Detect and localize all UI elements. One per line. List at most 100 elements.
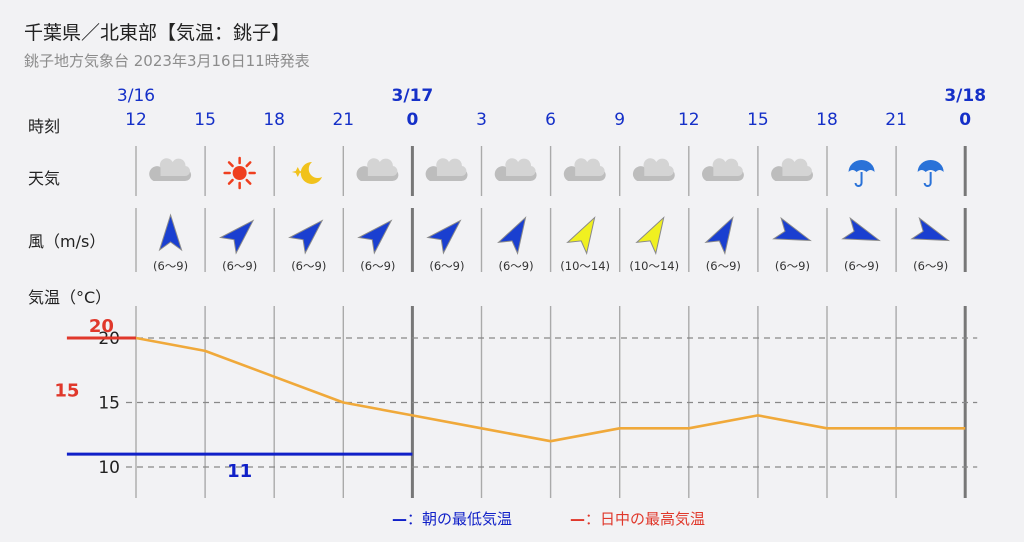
sun-ray	[245, 161, 252, 168]
hour-label: 0	[959, 110, 972, 130]
y-tick-label: 10	[98, 458, 120, 478]
wind-arrow-shape	[158, 213, 183, 252]
cloud-shape	[632, 160, 675, 182]
cloud-highlight	[436, 158, 467, 177]
wind-arrow-shape	[841, 216, 881, 242]
date-label-3-18: 3/18	[944, 86, 987, 106]
wind-speed-label: (6～9)	[843, 259, 880, 273]
umbrella-canopy	[917, 160, 944, 172]
wind-arrow-icon	[158, 213, 183, 252]
min-temp-segment-label: 11	[227, 461, 252, 482]
wind-speed-label: (6～9)	[152, 259, 189, 273]
wind-speed-label: (6～9)	[913, 259, 949, 273]
cloudy-icon	[494, 158, 537, 182]
cloud-highlight	[643, 158, 674, 177]
cloud-shape	[149, 160, 192, 182]
temperature-line	[135, 336, 966, 443]
cloud-highlight	[781, 158, 812, 177]
wind-arrow-icon	[772, 216, 812, 242]
cloudy-icon	[356, 158, 399, 182]
hour-label: 6	[545, 110, 557, 130]
wind-arrow-icon	[497, 216, 527, 255]
time-row-label: 時刻	[28, 117, 61, 136]
wind-arrow-icon	[635, 216, 665, 255]
weather-icons	[149, 156, 944, 190]
wind-arrow-shape	[704, 216, 734, 255]
hour-label: 12	[125, 110, 147, 130]
umbrella-canopy	[848, 160, 875, 172]
hour-label: 21	[885, 110, 907, 130]
cloud-shape	[563, 160, 606, 182]
sun-core	[232, 166, 247, 180]
cloud-shape	[356, 160, 399, 182]
wind-arrows	[158, 213, 951, 255]
date-label-3-17: 3/17	[391, 86, 434, 106]
cloud-highlight	[574, 158, 605, 177]
cloud-shape	[494, 160, 537, 182]
cloud-highlight	[712, 158, 743, 177]
hour-label: 15	[194, 110, 216, 130]
y-tick-label: 15	[98, 394, 120, 414]
temperature-row-label: 気温（°C）	[28, 288, 112, 307]
sun-ray	[245, 178, 252, 185]
column-lines	[135, 146, 967, 498]
wind-arrow-shape	[497, 216, 527, 255]
wind-arrow-shape	[635, 216, 665, 255]
legend-min-temp: —：朝の最低気温	[392, 508, 512, 529]
moon-cutout	[308, 160, 327, 178]
hour-label: 21	[332, 110, 355, 130]
wind-arrow-icon	[704, 216, 734, 255]
moon-icon	[291, 160, 327, 184]
wind-arrow-icon	[426, 219, 462, 255]
legend-max-temp: —：日中の最高気温	[570, 508, 705, 529]
weather-row-label: 天気	[28, 169, 61, 188]
hour-label: 9	[614, 110, 626, 130]
sun-ray	[227, 178, 234, 185]
legend-min-dash: —	[392, 510, 407, 528]
cloud-highlight	[505, 158, 536, 177]
cloud-shape	[425, 160, 468, 182]
wind-arrow-icon	[218, 219, 255, 255]
hour-label: 18	[816, 110, 838, 130]
cloud-highlight	[367, 158, 398, 177]
wind-arrow-shape	[218, 219, 255, 255]
wind-arrow-shape	[288, 219, 324, 255]
wind-arrow-shape	[566, 216, 596, 255]
cloud-shape	[702, 160, 744, 182]
cloudy-icon	[702, 158, 744, 182]
hour-label: 3	[476, 110, 487, 130]
page-title: 千葉県／北東部【気温：銚子】	[24, 22, 291, 44]
umbrella-icon	[848, 160, 875, 187]
legend-max-label: ：日中の最高気温	[585, 510, 706, 528]
cloudy-icon	[632, 158, 675, 182]
wind-speed-label: (6～9)	[291, 259, 327, 273]
umbrella-icon	[917, 160, 944, 187]
wind-speed-label: (6～9)	[498, 259, 534, 273]
wind-speed-label: (6～9)	[705, 259, 741, 273]
cloud-shape	[771, 160, 813, 182]
cloudy-icon	[771, 158, 813, 182]
max-temp-segment-label: 20	[89, 316, 114, 337]
hour-label: 12	[677, 110, 700, 130]
wind-arrow-shape	[910, 216, 951, 242]
sunny-icon	[223, 156, 256, 190]
wind-arrow-icon	[357, 219, 393, 255]
moon-star	[291, 167, 304, 177]
legend-min-label: ：朝の最低気温	[407, 510, 513, 528]
wind-speed-label: (6～9)	[360, 259, 396, 273]
legend-max-dash: —	[570, 510, 585, 528]
y-tick-label: 20	[98, 329, 120, 349]
wind-arrow-icon	[910, 216, 951, 242]
wind-speed-label: (10～14)	[629, 259, 680, 273]
cloudy-icon	[563, 158, 606, 182]
max-temp-segment-2-label: 15	[54, 381, 79, 402]
moon-disc	[300, 162, 323, 184]
wind-arrow-icon	[288, 219, 324, 255]
wind-arrow-shape	[426, 219, 462, 255]
wind-row-label: 風（m/s）	[28, 232, 106, 251]
umbrella-handle	[854, 172, 863, 187]
hour-label: 0	[406, 110, 419, 130]
wind-arrow-icon	[841, 216, 881, 242]
